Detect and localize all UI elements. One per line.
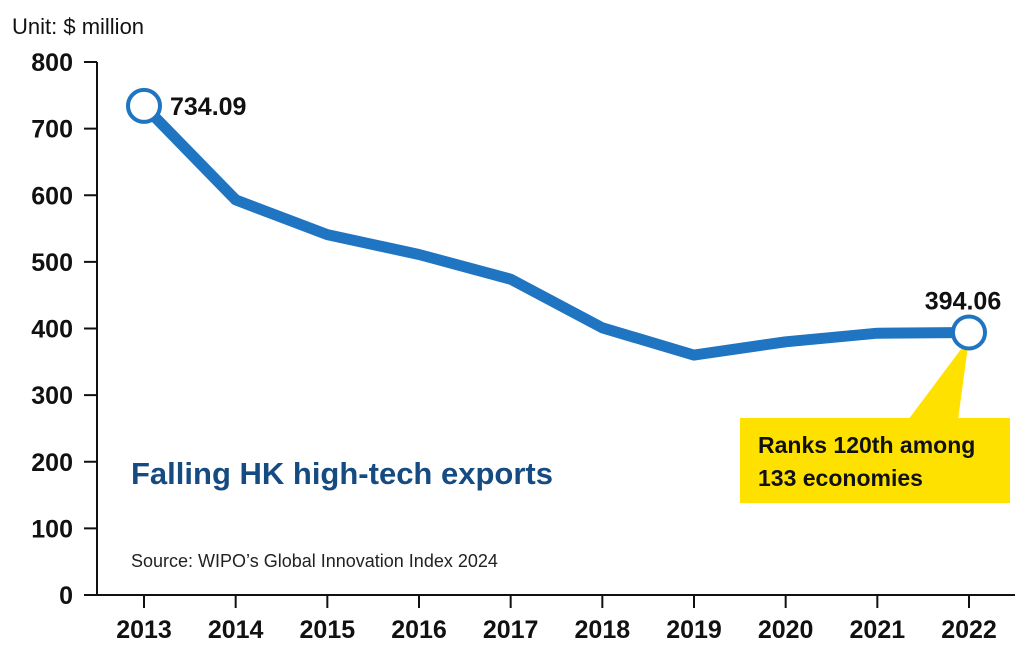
y-tick-label: 700 [31, 116, 73, 144]
data-point-marker [951, 314, 987, 351]
x-tick-label: 2014 [208, 616, 264, 644]
x-axis-ticks: 2013 2014 2015 2016 2017 2018 2019 2020 2021 2022 [116, 595, 997, 644]
x-tick-label: 2022 [941, 616, 997, 644]
y-tick-label: 600 [31, 182, 73, 210]
x-tick-label: 2017 [483, 616, 539, 644]
y-tick-label: 500 [31, 249, 73, 277]
data-labels-group: 734.09 394.06 [170, 93, 1001, 316]
x-tick-label: 2020 [758, 616, 814, 644]
markers-group [126, 87, 987, 351]
x-tick-label: 2015 [300, 616, 356, 644]
y-tick-label: 800 [31, 49, 73, 77]
y-tick-label: 300 [31, 382, 73, 410]
chart-title: Falling HK high-tech exports [131, 456, 553, 491]
y-tick-label: 0 [59, 582, 73, 610]
callout-background [740, 418, 1010, 503]
series-line [138, 100, 975, 361]
x-tick-label: 2021 [850, 616, 906, 644]
x-tick-label: 2016 [391, 616, 447, 644]
x-tick-label: 2013 [116, 616, 172, 644]
callout-box: Ranks 120th among 133 economies [740, 338, 1010, 503]
x-tick-label: 2019 [666, 616, 722, 644]
callout-line-1: Ranks 120th among [758, 432, 975, 458]
source-note: Source: WIPO’s Global Innovation Index 2… [131, 551, 498, 571]
series-group [138, 100, 975, 361]
y-tick-label: 400 [31, 316, 73, 344]
unit-label: Unit: $ million [12, 14, 144, 39]
y-tick-label: 100 [31, 515, 73, 543]
data-label: 734.09 [170, 93, 246, 121]
x-tick-label: 2018 [575, 616, 631, 644]
callout-line-2: 133 economies [758, 465, 923, 491]
data-label: 394.06 [925, 287, 1001, 315]
y-axis-ticks: 0 100 200 300 400 500 600 700 800 [31, 49, 97, 610]
y-tick-label: 200 [31, 449, 73, 477]
data-point-marker [126, 87, 162, 124]
callout-pointer [908, 338, 969, 420]
